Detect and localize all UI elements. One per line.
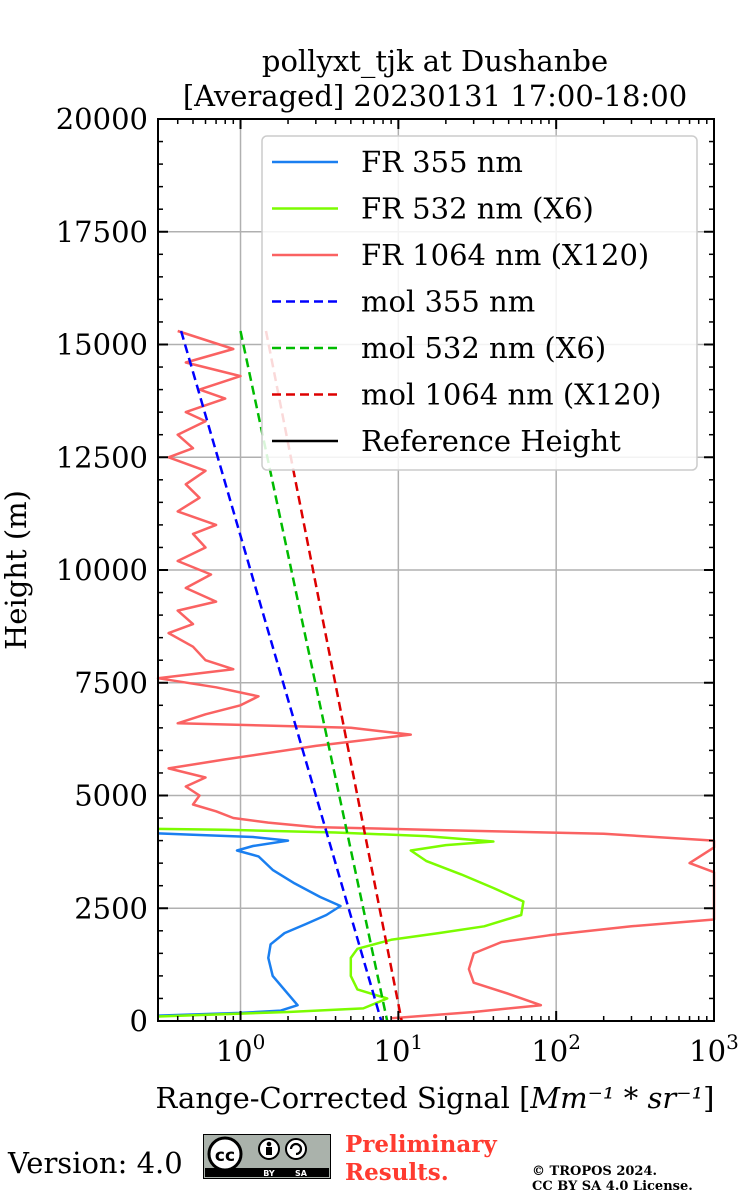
version-label: Version: 4.0 [8,1146,183,1180]
x-tick-labels: 100 101 102 103 [216,1030,739,1068]
y-tick-label: 15000 [56,328,148,362]
x-tick-label: 101 [374,1030,424,1068]
share-alike-icon [285,1138,307,1160]
series-line-fr-355-nm [157,832,342,1017]
legend-label: mol 355 nm [361,285,535,319]
y-axis-label: Height (m) [0,490,33,650]
series-line-mol-355-nm [179,330,383,1022]
y-tick-label: 10000 [56,553,148,587]
x-tick-label: 102 [531,1030,581,1068]
y-tick-label: 17500 [56,215,148,249]
chart-title: pollyxt_tjk at Dushanbe [262,44,608,79]
legend-box [261,135,698,471]
cc-by-sa-badge: cc BY SA [203,1134,331,1179]
legend: FR 355 nm FR 532 nm (X6) FR 1064 nm (X120)… [261,135,698,471]
y-tick-label: 7500 [74,666,148,700]
preliminary-results-note: Preliminary Results. [345,1131,497,1186]
chart-subtitle: [Averaged] 20230131 17:00-18:00 [183,79,687,113]
y-tick-label: 20000 [56,102,148,136]
svg-text:BY: BY [263,1169,275,1178]
chart: 100 101 102 103 0 2500 5000 7500 10000 12500 1500… [0,44,739,1115]
y-tick-label: 2500 [74,891,148,925]
y-tick-label: 0 [130,1004,148,1038]
cc-icon [207,1136,243,1172]
y-tick-label: 12500 [56,440,148,474]
x-tick-label: 103 [689,1030,739,1068]
legend-label: Reference Height [361,424,621,458]
x-tick-label: 100 [216,1030,266,1068]
series-line-fr-532-nm-x6- [157,827,525,1018]
legend-label: FR 532 nm (X6) [361,192,594,226]
svg-text:cc: cc [215,1146,235,1166]
copyright-notice: © TROPOS 2024. CC BY SA 4.0 License. [532,1164,693,1194]
legend-label: FR 1064 nm (X120) [361,238,649,272]
axis-ticks [157,118,715,1022]
legend-label: mol 1064 nm (X120) [361,378,662,412]
x-axis-label: Range-Corrected Signal [Mm⁻¹ * sr⁻¹] [156,1081,715,1115]
y-tick-labels: 0 2500 5000 7500 10000 12500 15000 17500 20000 [56,102,148,1038]
legend-label: FR 355 nm [361,145,523,179]
legend-label: mol 532 nm (X6) [361,331,606,365]
svg-text:SA: SA [295,1169,308,1178]
y-tick-label: 5000 [74,779,148,813]
